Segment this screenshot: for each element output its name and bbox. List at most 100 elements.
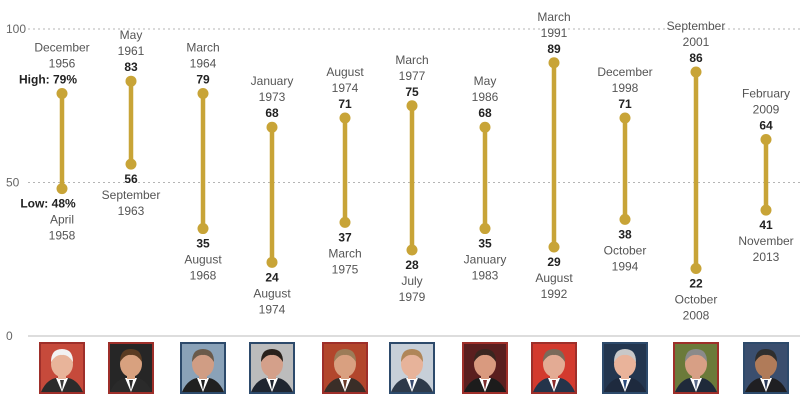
- high-date-month: May: [474, 74, 497, 88]
- high-point: [339, 112, 351, 124]
- high-date-year: 1977: [399, 69, 426, 83]
- portrait-face: [755, 351, 777, 377]
- low-value-label: 24: [265, 270, 279, 284]
- low-point: [339, 216, 351, 228]
- low-date-year: 2013: [753, 250, 780, 264]
- low-prefixed-label: Low: 48%: [20, 197, 76, 211]
- high-point: [479, 121, 491, 133]
- low-value-label: 41: [759, 218, 773, 232]
- low-date-year: 1975: [332, 262, 359, 276]
- low-value-label: 28: [405, 258, 419, 272]
- high-date-year: 1991: [541, 26, 568, 40]
- portrait-hair: [685, 349, 707, 362]
- portrait-face: [192, 351, 214, 377]
- portrait-tie: [129, 380, 133, 390]
- portrait-tie: [343, 380, 347, 390]
- high-date-month: February: [742, 87, 790, 101]
- low-prefix: Low:: [20, 197, 51, 211]
- high-point: [197, 87, 209, 99]
- low-date-month: August: [253, 286, 291, 300]
- high-prefixed-label: High: 79%: [19, 72, 77, 86]
- low-date-month: August: [535, 271, 573, 285]
- high-date-month: March: [537, 10, 570, 24]
- low-date-year: 1992: [541, 287, 568, 301]
- portrait-hair: [261, 349, 283, 362]
- high-value-label: 86: [689, 51, 703, 65]
- low-point: [690, 262, 702, 274]
- portrait-face: [51, 351, 73, 377]
- high-value-label: 89: [547, 42, 561, 56]
- high-prefix: High:: [19, 72, 53, 86]
- low-date-month: March: [328, 246, 361, 260]
- portrait-tie: [201, 380, 205, 390]
- low-date-year: 2008: [683, 308, 710, 322]
- low-date-month: November: [738, 234, 793, 248]
- low-point: [479, 223, 491, 235]
- low-point: [266, 256, 278, 268]
- low-value-label: 22: [689, 276, 703, 290]
- portrait-face: [401, 351, 423, 377]
- high-value-label: 79: [196, 72, 210, 86]
- high-date-month: March: [395, 53, 428, 67]
- high-point: [760, 134, 772, 146]
- high-date-year: 1986: [472, 90, 499, 104]
- high-value-label: 68: [265, 106, 279, 120]
- low-point: [760, 204, 772, 216]
- portrait-tie: [483, 380, 487, 390]
- low-point: [56, 183, 68, 195]
- high-date-year: 1998: [612, 81, 639, 95]
- low-point: [548, 241, 560, 253]
- y-tick-label: 100: [6, 22, 26, 36]
- low-value-label: 56: [124, 172, 138, 186]
- low-value-label: 35: [478, 237, 492, 251]
- low-date-year: 1974: [259, 302, 286, 316]
- high-value-label: 79%: [53, 72, 77, 86]
- portrait-tie: [270, 380, 274, 390]
- low-date-month: April: [50, 213, 74, 227]
- high-date-year: 2009: [753, 103, 780, 117]
- low-date-year: 1994: [612, 259, 639, 273]
- low-point: [619, 213, 631, 225]
- portrait-face: [261, 351, 283, 377]
- high-point: [125, 75, 137, 87]
- portrait-face: [543, 351, 565, 377]
- portrait-tie: [694, 380, 698, 390]
- low-date-month: October: [675, 292, 718, 306]
- high-date-month: January: [251, 74, 294, 88]
- high-value-label: 68: [478, 106, 492, 120]
- y-tick-label: 0: [6, 329, 13, 343]
- high-date-month: August: [326, 65, 364, 79]
- portrait-face: [334, 351, 356, 377]
- high-point: [266, 121, 278, 133]
- portrait-tie: [764, 380, 768, 390]
- high-date-month: September: [667, 19, 726, 33]
- low-date-year: 1963: [118, 204, 145, 218]
- high-date-month: December: [597, 65, 652, 79]
- low-date-year: 1968: [190, 269, 217, 283]
- high-point: [690, 66, 702, 78]
- high-value-label: 71: [338, 97, 352, 111]
- portrait-hair: [51, 349, 73, 362]
- low-value-label: 48%: [52, 197, 76, 211]
- portrait-hair: [192, 349, 214, 362]
- portrait-tie: [60, 380, 64, 390]
- y-tick-label: 50: [6, 176, 20, 190]
- low-date-year: 1979: [399, 290, 426, 304]
- portrait-hair: [401, 349, 423, 362]
- high-date-month: May: [120, 28, 143, 42]
- portrait-hair: [614, 349, 636, 362]
- high-point: [619, 112, 631, 124]
- low-date-year: 1958: [49, 229, 76, 243]
- portrait-face: [474, 351, 496, 377]
- high-date-year: 1964: [190, 56, 217, 70]
- high-point: [548, 57, 560, 69]
- low-date-month: July: [401, 274, 422, 288]
- high-value-label: 75: [405, 85, 419, 99]
- high-value-label: 64: [759, 119, 773, 133]
- high-point: [56, 87, 68, 99]
- low-value-label: 38: [618, 227, 632, 241]
- portrait-tie: [410, 380, 414, 390]
- low-point: [406, 244, 418, 256]
- portrait-hair: [755, 349, 777, 362]
- low-date-month: August: [184, 253, 222, 267]
